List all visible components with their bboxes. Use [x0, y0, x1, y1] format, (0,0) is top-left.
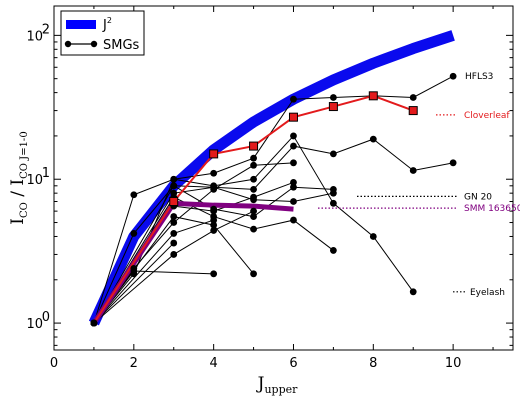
legend: J2 SMGs — [60, 10, 145, 56]
smg-point-2-6 — [329, 199, 337, 207]
x-tick-label-10: 10 — [445, 356, 462, 371]
cloverleaf-point-4 — [288, 112, 298, 122]
smg-point-0-1 — [130, 191, 138, 199]
smg-line-5 — [93, 196, 334, 324]
smg-point-7-1 — [170, 213, 178, 220]
plot-area — [88, 30, 457, 327]
smg-line-9 — [93, 210, 254, 324]
cloverleaf-point-7 — [408, 106, 418, 116]
smg-point-1-8 — [409, 167, 417, 174]
smg-point-12-2 — [210, 270, 218, 278]
smg-point-0-5 — [290, 95, 297, 103]
x-axis-title: Jupper — [256, 374, 299, 396]
smg-point-7-2 — [210, 221, 218, 229]
smg-point-10-4 — [250, 161, 257, 169]
y-tick-label-100: 10 — [26, 29, 43, 44]
smg-point-6-3 — [250, 193, 257, 201]
reference-curve-line — [88, 30, 455, 326]
smg-point-2-2 — [170, 175, 178, 183]
smg-point-11-1 — [170, 239, 178, 247]
legend-label-smgs: SMGs — [103, 38, 140, 53]
smg-point-0-8 — [409, 94, 417, 101]
smg-point-6-2 — [210, 207, 218, 215]
cloverleaf-line — [93, 94, 414, 324]
smg-point-8-1 — [170, 230, 178, 237]
annotation-label-2: GN 20 — [464, 192, 492, 202]
annotation-label-4: Eyelash — [470, 288, 505, 298]
smg-point-4-5 — [329, 189, 337, 197]
smg-point-3-1 — [170, 182, 178, 190]
y-tick-label-1: 10 — [26, 317, 43, 332]
smg-point-1-7 — [369, 135, 377, 143]
smg-point-5-5 — [329, 247, 337, 254]
smg-point-1-4 — [250, 185, 257, 193]
x-tick-label-4: 4 — [210, 356, 218, 371]
smg-point-0-9 — [449, 72, 457, 80]
smg-point-12-1 — [130, 267, 138, 275]
y-axis-title: ICO / ICO J=1-0 — [8, 131, 30, 224]
x-tick-label-8: 8 — [369, 356, 377, 371]
y-tick-label-10: 10 — [26, 173, 43, 188]
smg-point-2-5 — [290, 132, 297, 140]
annotations: HFLS3 Cloverleaf GN 20 SMM 163650 Eyelash — [318, 72, 520, 298]
smg-point-10-2 — [170, 219, 178, 226]
smg-point-9-3 — [250, 207, 257, 215]
smg-point-0-3 — [210, 169, 218, 177]
smg-point-0-4 — [250, 154, 257, 162]
cloverleaf-point-1 — [169, 197, 179, 207]
cloverleaf-point-6 — [368, 91, 378, 101]
smg-point-0-6 — [329, 94, 337, 101]
smg-point-6-4 — [290, 179, 297, 186]
y-tick-exponent-10: 1 — [42, 166, 50, 181]
legend-marker-smgs-a — [64, 40, 72, 48]
y-tick-exponent-100: 2 — [42, 22, 50, 37]
legend-box — [60, 10, 145, 56]
x-tick-label-6: 6 — [289, 356, 297, 371]
smg-point-9-2 — [210, 227, 218, 234]
cloverleaf-point-5 — [328, 102, 338, 112]
smg-line-11 — [93, 242, 175, 324]
smg-point-7-3 — [250, 270, 257, 278]
legend-marker-smgs-b — [90, 40, 98, 48]
x-tick-label-2: 2 — [130, 356, 138, 371]
smg-point-5-3 — [250, 225, 257, 233]
smg-point-2-4 — [250, 175, 257, 183]
smg-point-2-7 — [369, 233, 377, 240]
annotation-label-1: Cloverleaf — [464, 111, 510, 121]
smg-point-9-1 — [170, 251, 178, 258]
annotation-label-0: HFLS3 — [465, 72, 493, 82]
smg-point-1-9 — [449, 159, 457, 167]
smg-point-10-3 — [210, 185, 218, 193]
smg-point-3-3 — [250, 213, 257, 220]
y-tick-exponent-1: 0 — [42, 310, 50, 325]
smg-point-8-2 — [210, 216, 218, 224]
legend-label-j2: J2 — [102, 16, 112, 33]
cloverleaf-point-3 — [249, 141, 259, 151]
smg-point-5-4 — [290, 216, 297, 224]
smg-point-4-4 — [290, 198, 297, 205]
smg-point-12-0 — [90, 319, 98, 327]
smg-point-1-5 — [290, 142, 297, 150]
annotation-label-3: SMM 163650 — [464, 204, 520, 214]
smg-line-4 — [93, 186, 334, 324]
smg-point-1-6 — [329, 150, 337, 158]
smg-point-10-5 — [290, 159, 297, 167]
smg-point-3-4 — [290, 183, 297, 191]
smg-point-1-1 — [130, 230, 138, 237]
cloverleaf-point-2 — [209, 149, 219, 159]
x-tick-label-0: 0 — [50, 356, 58, 371]
legend-swatch-j2 — [66, 20, 96, 29]
smg-line-0 — [93, 75, 454, 324]
smg-point-2-8 — [409, 288, 417, 296]
axes-frame — [53, 5, 514, 351]
smg-line-3 — [93, 185, 334, 324]
smg-line-1 — [93, 138, 454, 324]
